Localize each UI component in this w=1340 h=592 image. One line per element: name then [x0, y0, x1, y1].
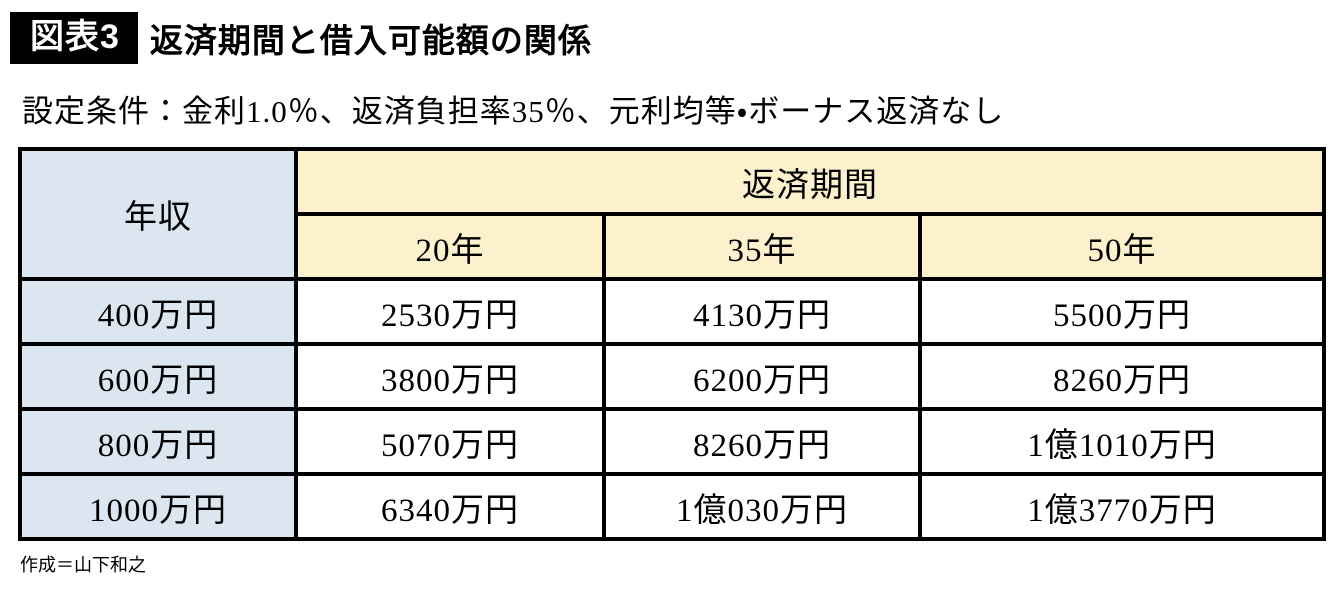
value-cell: 1億3770万円 — [917, 472, 1327, 541]
figure-title-row: 図表3 返済期間と借入可能額の関係 — [10, 12, 1340, 64]
income-column-header: 年収 — [18, 147, 298, 281]
value-cell: 2530万円 — [294, 277, 606, 346]
condition-note: 設定条件：金利1.0％、返済負担率35％、元利均等・ボーナス返済なし — [22, 94, 1005, 129]
figure-number-badge: 図表3 — [10, 12, 138, 64]
figure-title: 返済期間と借入可能額の関係 — [149, 22, 592, 59]
header-row-group: 年収 返済期間 — [18, 147, 1327, 281]
table-row-income-600: 600万円 3800万円 6200万円 8260万円 — [18, 342, 1327, 411]
period-header-50y: 50年 — [917, 212, 1327, 281]
source-credit: 作成＝山下和之 — [20, 555, 146, 575]
income-cell: 600万円 — [18, 342, 298, 411]
income-cell: 800万円 — [18, 407, 298, 476]
value-cell: 8260万円 — [602, 407, 922, 476]
header-row-periods: 20年 35年 50年 — [20, 212, 1327, 281]
value-cell: 5070万円 — [294, 407, 606, 476]
value-cell: 3800万円 — [294, 342, 606, 411]
income-cell: 400万円 — [18, 277, 298, 346]
table-row-income-1000: 1000万円 6340万円 1億030万円 1億3770万円 — [18, 472, 1327, 541]
period-group-header: 返済期間 — [293, 147, 1327, 216]
value-cell: 4130万円 — [602, 277, 922, 346]
value-cell: 1億030万円 — [602, 472, 922, 541]
income-cell: 1000万円 — [18, 472, 298, 541]
period-header-20y: 20年 — [294, 212, 606, 281]
value-cell: 1億1010万円 — [917, 407, 1327, 476]
value-cell: 6340万円 — [294, 472, 606, 541]
table-row-income-800: 800万円 5070万円 8260万円 1億1010万円 — [18, 407, 1327, 476]
value-cell: 5500万円 — [917, 277, 1327, 346]
table-row-income-400: 400万円 2530万円 4130万円 5500万円 — [18, 277, 1327, 346]
loan-capacity-table: 年収 返済期間 20年 35年 50年 400万円 2530万円 4130万円 … — [18, 147, 1327, 541]
period-header-35y: 35年 — [602, 212, 922, 281]
value-cell: 6200万円 — [602, 342, 922, 411]
value-cell: 8260万円 — [917, 342, 1327, 411]
